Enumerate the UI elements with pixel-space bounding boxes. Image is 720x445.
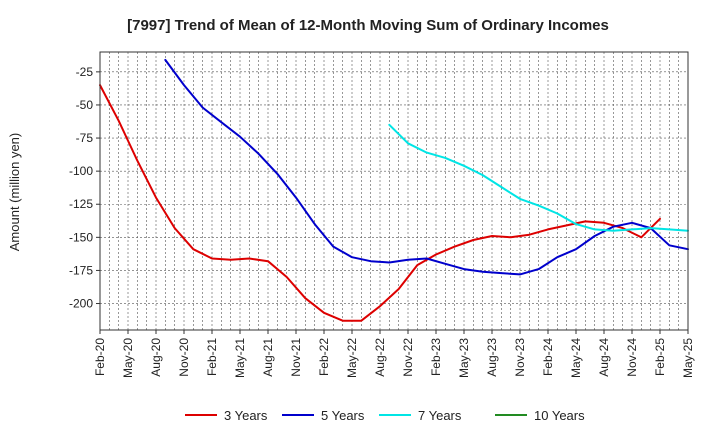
x-tick-label: Aug-20 — [149, 338, 163, 377]
x-tick-label: May-20 — [121, 338, 135, 378]
y-tick-label: -175 — [69, 263, 93, 277]
x-tick-label: Nov-24 — [625, 338, 639, 377]
x-tick-label: Aug-21 — [261, 338, 275, 377]
legend-item: 7 Years — [379, 408, 462, 423]
series-line-5-years — [164, 58, 689, 276]
y-tick-label: -25 — [76, 65, 94, 79]
y-tick-label: -200 — [69, 297, 93, 311]
y-tick-label: -50 — [76, 98, 94, 112]
x-tick-label: May-22 — [345, 338, 359, 378]
x-tick-label: Nov-22 — [401, 338, 415, 377]
series-line-7-years — [388, 123, 689, 232]
legend-item: 10 Years — [495, 408, 585, 423]
x-tick-label: Feb-21 — [205, 338, 219, 376]
x-tick-label: May-25 — [681, 338, 695, 378]
y-tick-label: -100 — [69, 164, 93, 178]
legend-label: 5 Years — [321, 408, 365, 423]
x-tick-label: May-21 — [233, 338, 247, 378]
tick-layer: -25 -50 -75 -100 -125 -150 -175 -200 Feb-20 May-2… — [69, 65, 695, 378]
legend-label: 7 Years — [418, 408, 462, 423]
x-tick-label: Nov-20 — [177, 338, 191, 377]
x-tick-label: Feb-25 — [653, 338, 667, 376]
x-tick-label: Feb-20 — [93, 338, 107, 376]
x-tick-label: May-23 — [457, 338, 471, 378]
y-tick-label: -150 — [69, 230, 93, 244]
series-line-3-years — [99, 84, 661, 322]
x-tick-label: Aug-23 — [485, 338, 499, 377]
legend-item: 3 Years — [185, 408, 268, 423]
legend: 3 Years 5 Years 7 Years 10 Years — [185, 408, 585, 423]
series-layer — [99, 58, 689, 322]
x-tick-label: Nov-23 — [513, 338, 527, 377]
x-tick-label: Nov-21 — [289, 338, 303, 377]
y-tick-label: -75 — [76, 131, 94, 145]
grid-layer — [100, 52, 688, 330]
y-axis-label: Amount (million yen) — [7, 133, 22, 252]
plot-frame — [99, 51, 689, 331]
legend-label: 10 Years — [534, 408, 585, 423]
x-tick-label: May-24 — [569, 338, 583, 378]
legend-item: 5 Years — [282, 408, 365, 423]
y-tick-label: -125 — [69, 197, 93, 211]
x-tick-label: Aug-22 — [373, 338, 387, 377]
x-tick-label: Feb-23 — [429, 338, 443, 376]
x-tick-label: Feb-22 — [317, 338, 331, 376]
chart-title: [7997] Trend of Mean of 12-Month Moving … — [127, 17, 609, 34]
x-tick-label: Feb-24 — [541, 338, 555, 376]
legend-label: 3 Years — [224, 408, 268, 423]
x-tick-label: Aug-24 — [597, 338, 611, 377]
